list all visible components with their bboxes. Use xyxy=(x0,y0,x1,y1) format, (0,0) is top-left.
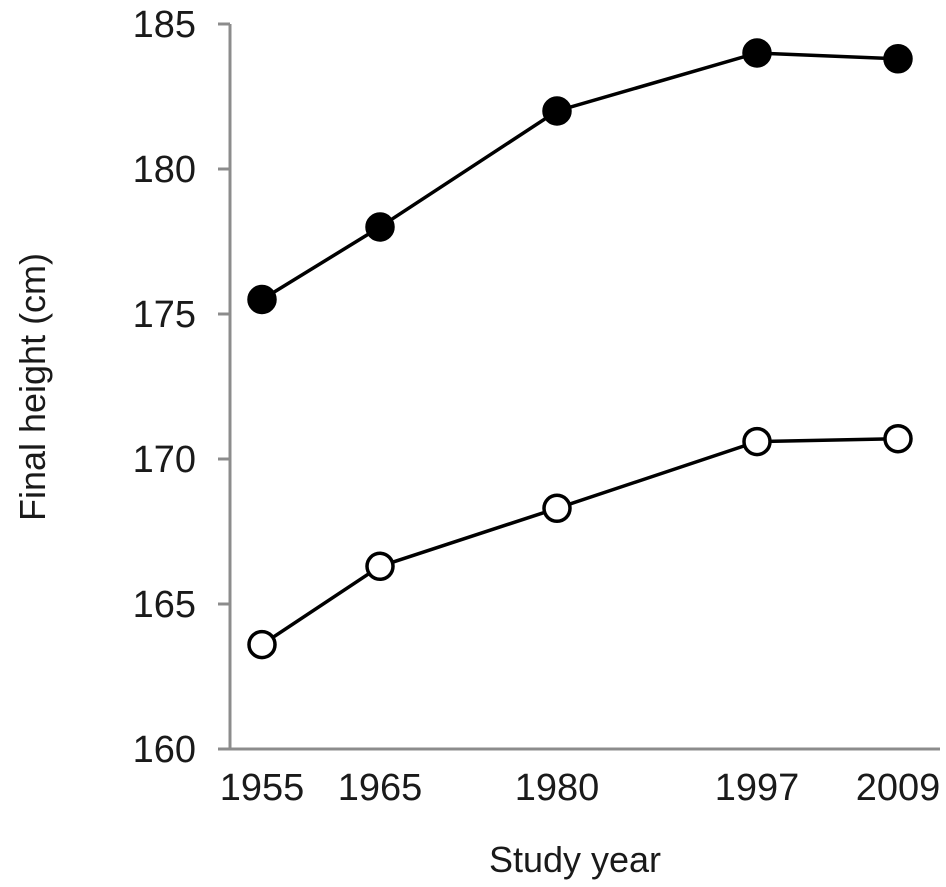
x-tick-label: 1997 xyxy=(715,767,800,809)
x-tick-label: 1965 xyxy=(338,767,423,809)
series-2-point xyxy=(883,423,913,454)
x-tick-label: 1955 xyxy=(220,767,305,809)
series-1-point xyxy=(247,284,277,315)
series-1-point xyxy=(365,212,395,242)
series-2-point xyxy=(365,551,395,582)
y-tick-label: 185 xyxy=(133,4,196,46)
series-1-point xyxy=(742,38,772,68)
x-tick-label: 1980 xyxy=(515,767,600,809)
series-2-point xyxy=(247,629,277,660)
series-1-line xyxy=(261,51,899,301)
y-tick-label: 165 xyxy=(133,584,196,626)
series-2-point xyxy=(542,493,572,524)
series-1-point xyxy=(542,96,572,126)
y-tick-label: 175 xyxy=(133,294,196,336)
x-tick-label: 2009 xyxy=(856,767,941,809)
x-axis-title: Study year xyxy=(489,839,661,880)
y-tick-label: 160 xyxy=(133,729,196,771)
series-2-line xyxy=(261,436,899,647)
y-axis-ticks: 160 165 170 175 180 185 xyxy=(133,4,230,771)
series-layer xyxy=(247,38,913,660)
y-axis-title: Final height (cm) xyxy=(12,253,53,521)
y-tick-label: 170 xyxy=(133,439,196,481)
series-1-point xyxy=(883,44,913,74)
y-tick-label: 180 xyxy=(133,149,196,191)
x-axis-ticks: 1955 1965 1980 1997 2009 xyxy=(220,767,941,809)
series-2-point xyxy=(742,426,772,457)
